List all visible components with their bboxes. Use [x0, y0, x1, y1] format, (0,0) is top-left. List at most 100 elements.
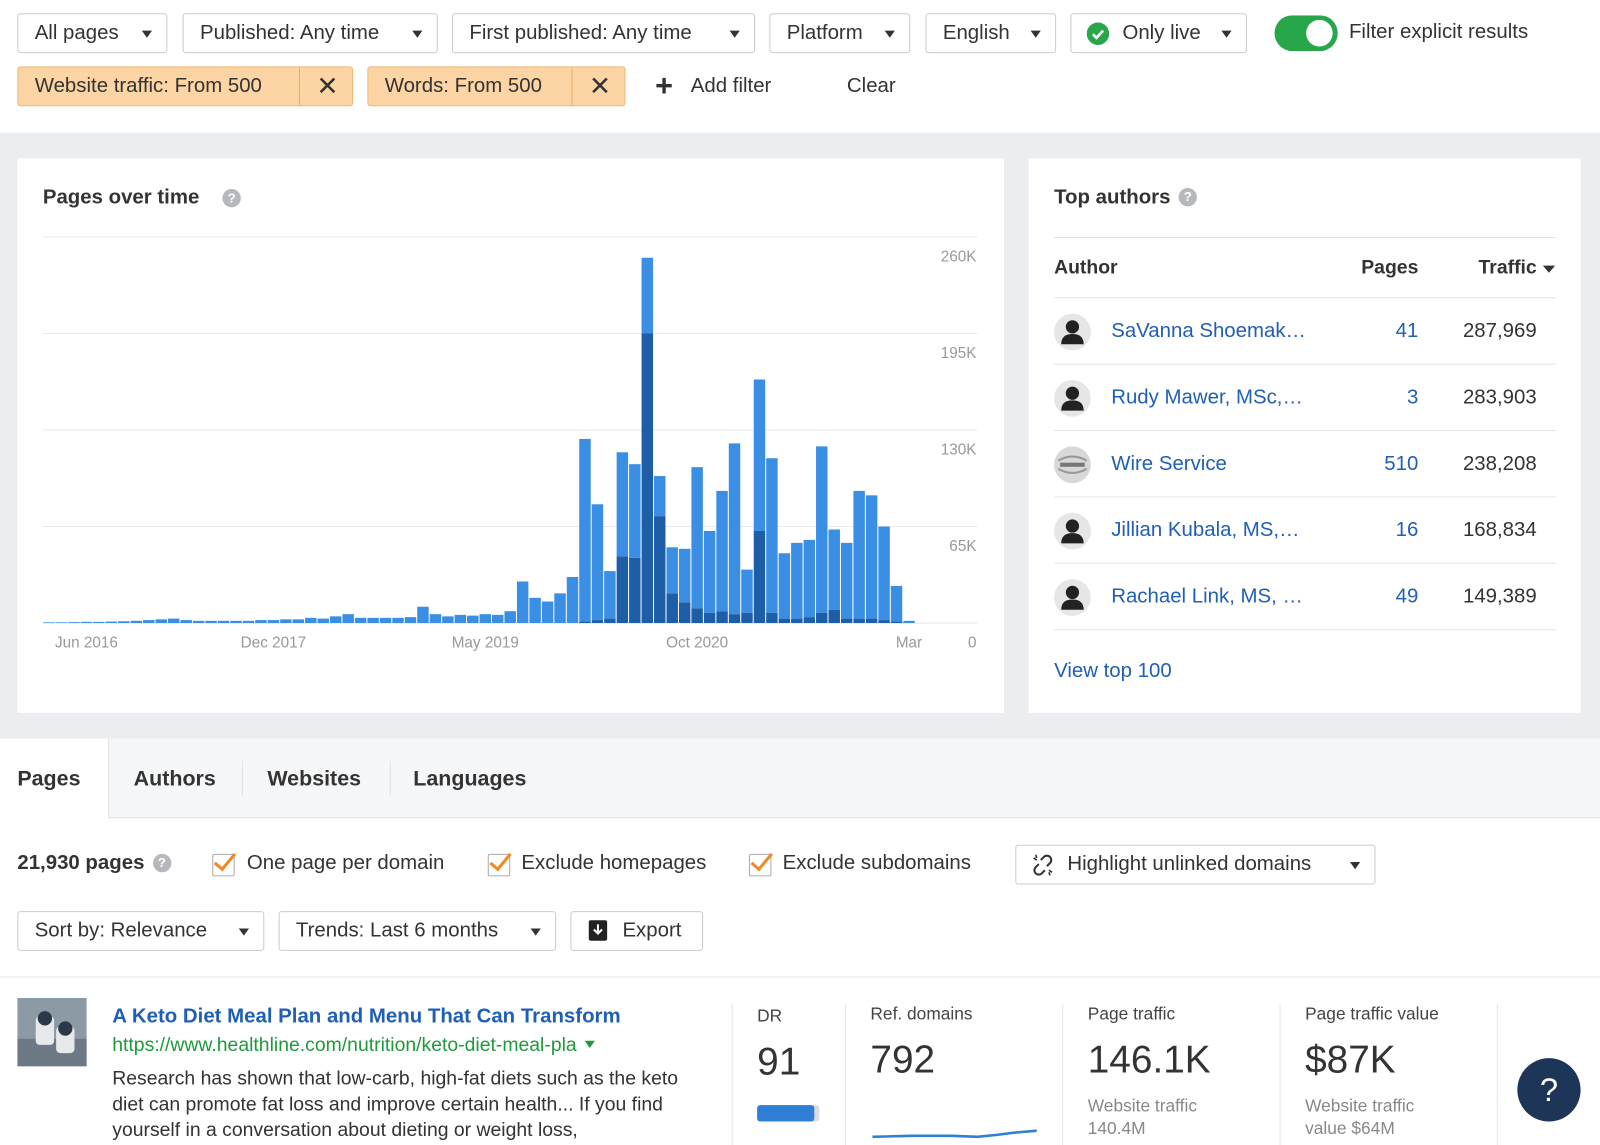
result-title[interactable]: A Keto Diet Meal Plan and Menu That Can …	[112, 1005, 621, 1028]
card-title-text: Top authors	[1054, 185, 1171, 209]
bar-segment	[180, 620, 192, 624]
bar-segment	[566, 577, 579, 624]
help-button[interactable]: ?	[1517, 1058, 1581, 1122]
checkbox[interactable]	[487, 853, 511, 877]
bar-segment	[292, 619, 305, 624]
bar-segment	[716, 490, 728, 612]
avatar-image	[1061, 386, 1084, 411]
separator	[731, 1004, 733, 1145]
avatar	[1054, 379, 1091, 417]
filter-dropdown[interactable]: Published: Any time	[182, 13, 438, 54]
help-icon[interactable]: ?	[152, 853, 171, 873]
tab[interactable]: Authors	[133, 767, 216, 791]
x-tick-label: Oct 2020	[666, 635, 728, 652]
tab[interactable]: Pages	[17, 767, 81, 791]
bar-segment	[516, 581, 529, 624]
checkbox[interactable]	[212, 853, 235, 877]
column-header[interactable]: Traffic	[1478, 257, 1537, 279]
active-filter-label: Website traffic: From 500	[34, 74, 262, 98]
export-icon	[588, 920, 608, 941]
metric-value: $87K	[1305, 1038, 1396, 1082]
bar-segment	[242, 620, 255, 624]
x-tick-label: Dec 2017	[241, 635, 306, 652]
bar-segment	[778, 618, 791, 624]
highlight-dropdown[interactable]: Highlight unlinked domains	[1015, 844, 1376, 885]
separator	[1496, 1004, 1498, 1145]
author-pages[interactable]: 49	[1395, 585, 1419, 608]
bar-segment	[317, 618, 329, 624]
active-filter[interactable]: Website traffic: From 500 ✕	[17, 66, 354, 107]
author-pages[interactable]: 3	[1407, 386, 1419, 409]
sort-arrow	[1542, 265, 1556, 273]
author-name[interactable]: Jillian Kubala, MS,…	[1111, 518, 1300, 542]
help-icon[interactable]: ?	[1178, 187, 1197, 207]
add-filter[interactable]: Add filter	[690, 74, 772, 98]
author-name[interactable]: Rachael Link, MS, …	[1111, 585, 1303, 608]
toggle-label: Filter explicit results	[1348, 20, 1529, 43]
author-pages[interactable]: 16	[1395, 518, 1419, 542]
result-url-text: https://www.healthline.com/nutrition/ket…	[112, 1034, 577, 1057]
bar-segment	[354, 617, 367, 624]
filter-dropdown[interactable]: Platform	[769, 13, 911, 54]
bar-segment	[890, 585, 903, 622]
author-name[interactable]: SaVanna Shoemak…	[1111, 319, 1306, 343]
metric-label: Page traffic	[1087, 1004, 1176, 1024]
bar-segment	[629, 557, 641, 624]
tab-bar	[0, 738, 1600, 819]
checkbox[interactable]	[748, 853, 772, 877]
bar-segment	[130, 620, 143, 624]
bar-segment	[280, 619, 292, 624]
bar-segment	[143, 620, 155, 624]
author-name[interactable]: Wire Service	[1111, 452, 1227, 475]
clear-filters[interactable]: Clear	[846, 74, 896, 98]
divider	[1054, 363, 1557, 365]
trends-dropdown[interactable]: Trends: Last 6 months	[278, 911, 557, 951]
bar-segment	[865, 495, 878, 619]
sort-dropdown[interactable]: Sort by: Relevance	[17, 911, 265, 951]
author-pages[interactable]: 510	[1384, 452, 1419, 475]
bar-segment	[703, 612, 716, 624]
toggle[interactable]	[1274, 15, 1338, 52]
bar-segment	[903, 620, 915, 624]
bar-segment	[716, 611, 728, 624]
y-tick-label: 0	[968, 635, 977, 652]
metric-label: Page traffic value	[1305, 1004, 1439, 1024]
checkbox-label: Exclude homepages	[521, 851, 707, 875]
separator	[241, 760, 243, 796]
result-count-text: 21,930 pages	[17, 851, 145, 875]
bar-segment	[305, 617, 317, 624]
x-tick-label: May 2019	[452, 635, 519, 652]
metric-value: 792	[870, 1038, 936, 1082]
bar-segment	[80, 621, 93, 624]
remove-filter[interactable]: ✕	[316, 70, 339, 102]
bar-segment	[167, 618, 180, 624]
y-tick-label: 195K	[941, 345, 978, 362]
url-arrow[interactable]	[584, 1040, 596, 1048]
bar-segment	[791, 542, 803, 619]
column-header[interactable]: Pages	[1361, 257, 1419, 279]
active-filter[interactable]: Words: From 500 ✕	[367, 66, 626, 107]
bar-segment	[728, 614, 741, 624]
help-icon[interactable]	[222, 188, 241, 208]
author-traffic: 287,969	[1462, 319, 1537, 343]
author-pages[interactable]: 41	[1395, 319, 1419, 343]
bar-segment	[529, 597, 541, 624]
author-name[interactable]: Rudy Mawer, MSc,…	[1111, 386, 1303, 409]
bar-segment	[579, 438, 591, 622]
bar-segment	[878, 620, 890, 624]
remove-filter[interactable]: ✕	[588, 70, 612, 102]
bar-segment	[853, 618, 865, 624]
filter-dropdown[interactable]: First published: Any time	[452, 13, 756, 54]
bar-segment	[654, 476, 666, 517]
result-url[interactable]: https://www.healthline.com/nutrition/ket…	[112, 1034, 596, 1057]
author-traffic: 149,389	[1462, 585, 1537, 608]
filter-dropdown[interactable]: English	[925, 13, 1057, 54]
view-top-link[interactable]: View top 100	[1054, 659, 1172, 683]
bar-segment	[479, 614, 492, 624]
filter-dropdown[interactable]: All pages	[17, 13, 168, 54]
divider	[1054, 629, 1557, 631]
tab[interactable]: Languages	[413, 767, 527, 791]
bar-segment	[641, 333, 654, 624]
result-snippet: Research has shown that low-carb, high-f…	[112, 1068, 679, 1141]
tab[interactable]: Websites	[267, 767, 362, 791]
